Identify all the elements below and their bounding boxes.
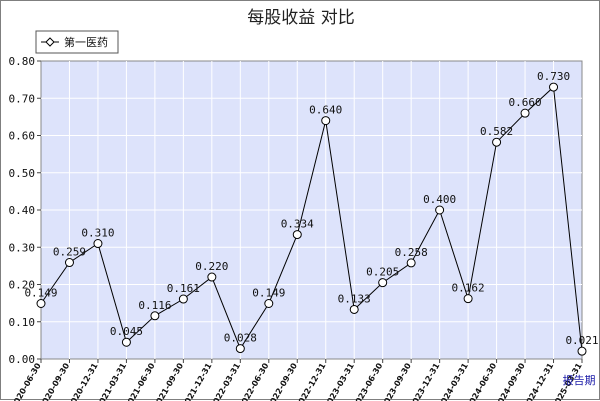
series-line [40,86,583,352]
data-label: 0.310 [81,227,114,240]
y-tick-label: 0.30 [9,241,36,254]
grid [41,61,582,359]
y-tick-label: 0.70 [9,92,36,105]
legend-marker-icon [45,37,55,47]
data-label: 0.334 [281,218,314,231]
y-tick-label: 0.00 [9,353,36,366]
data-label: 0.116 [138,299,171,312]
x-tick-label: 2023-12-31 [408,361,442,401]
x-tick-label: 2023-03-31 [323,361,357,401]
legend-box [35,30,119,54]
data-label: 0.582 [480,125,513,138]
data-point [235,344,245,354]
data-label: 0.162 [452,282,485,295]
data-point [150,311,160,321]
y-tick-label: 0.40 [9,204,36,217]
report-period-label: 报告期 [563,373,596,387]
x-tick-label: 2022-09-30 [266,361,300,401]
x-tick-label: 2024-03-31 [436,361,470,401]
data-label: 0.400 [423,193,456,206]
data-points [36,82,587,356]
data-point [577,346,587,356]
data-label: 0.660 [508,96,541,109]
data-point [64,258,74,268]
y-tick-label: 0.50 [9,167,36,180]
x-tick-label: 2020-09-30 [38,361,72,401]
data-point [36,298,46,308]
y-tick-label: 0.60 [9,130,36,143]
x-axis: 2020-06-302020-09-302020-12-312021-03-31… [9,359,584,401]
x-tick-label: 2024-06-30 [465,361,499,401]
data-point [406,258,416,268]
y-axis: 0.00 0.10 0.20 0.30 0.40 0.50 0.60 0.70 0.80 [9,55,41,366]
data-point [121,337,131,347]
data-point [378,278,388,288]
y-tick-label: 0.80 [9,55,36,68]
x-tick-label: 2022-03-31 [209,361,243,401]
x-tick-label: 2022-06-30 [237,361,271,401]
data-label: 0.149 [24,286,57,299]
data-point [321,116,331,126]
data-label: 0.640 [309,104,342,117]
data-label: 0.021 [565,334,598,347]
data-point [264,298,274,308]
x-tick-label: 2024-09-30 [493,361,527,401]
data-point [463,294,473,304]
x-tick-label: 2021-03-31 [95,361,129,401]
data-point [349,304,359,314]
data-label: 0.259 [53,246,86,259]
data-label: 0.205 [366,266,399,279]
y-tick-label: 0.20 [9,279,36,292]
y-tick-label: 0.10 [9,316,36,329]
data-label: 0.258 [395,246,428,259]
data-label: 0.149 [252,286,285,299]
x-tick-label: 2021-09-30 [152,361,186,401]
data-label: 0.220 [195,260,228,273]
data-point [178,294,188,304]
data-point [292,230,302,240]
x-tick-label: 2023-09-30 [380,361,414,401]
x-tick-label: 2022-12-31 [294,361,328,401]
data-label: 0.133 [338,292,371,305]
x-tick-label: 2020-06-30 [9,361,43,401]
data-point [549,82,559,92]
data-point [435,205,445,215]
data-label: 0.045 [110,325,143,338]
data-label: 0.161 [167,282,200,295]
x-tick-label: 2024-12-31 [522,361,556,401]
x-tick-label: 2020-12-31 [66,361,100,401]
data-point [207,272,217,282]
chart-title: 每股收益 对比 [247,8,354,28]
x-tick-label: 2021-12-31 [180,361,214,401]
legend-label: 第一医药 [64,35,108,49]
data-label: 0.730 [537,70,570,83]
x-tick-label: 2021-06-30 [123,361,157,401]
legend: 第一医药 [35,30,119,54]
data-point [93,239,103,249]
data-point [520,108,530,118]
x-tick-label: 2023-06-30 [351,361,385,401]
data-labels: 0.149 0.259 0.310 0.045 0.116 0.161 0.220 0.028… [24,70,598,347]
data-point [492,137,502,147]
data-label: 0.028 [224,332,257,345]
